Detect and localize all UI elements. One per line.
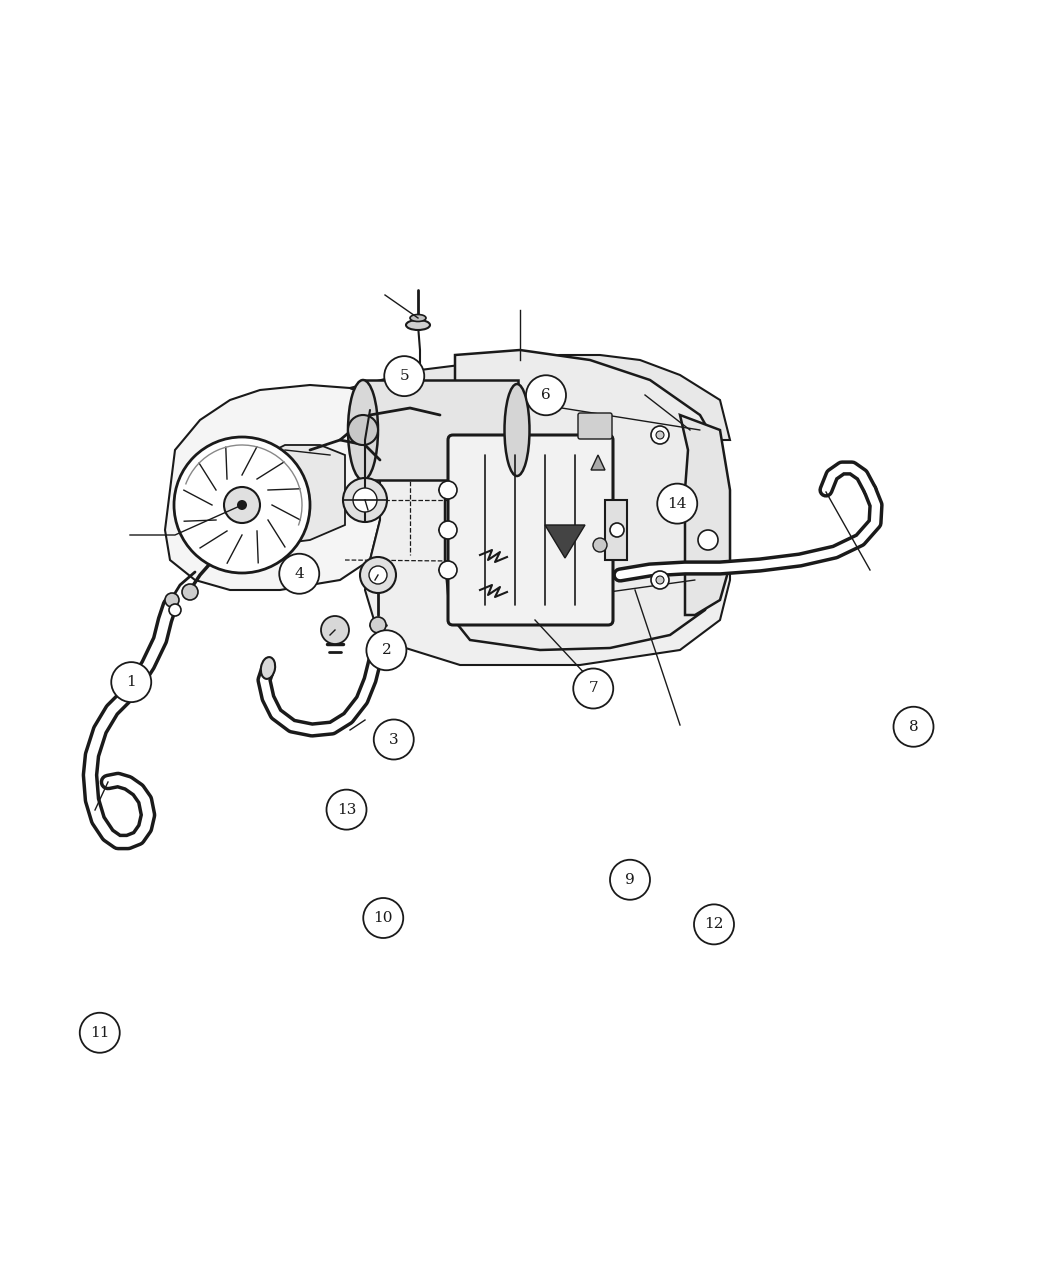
Text: 11: 11 bbox=[90, 1026, 109, 1039]
Circle shape bbox=[343, 478, 387, 521]
Polygon shape bbox=[445, 351, 724, 650]
Circle shape bbox=[169, 604, 181, 616]
Bar bbox=[363, 380, 518, 479]
Circle shape bbox=[651, 426, 669, 444]
Circle shape bbox=[656, 431, 664, 439]
Circle shape bbox=[439, 481, 457, 499]
Circle shape bbox=[894, 706, 933, 747]
Text: 2: 2 bbox=[381, 644, 392, 657]
Circle shape bbox=[526, 375, 566, 416]
Circle shape bbox=[348, 414, 378, 445]
Circle shape bbox=[374, 719, 414, 760]
Text: 3: 3 bbox=[388, 733, 399, 746]
Circle shape bbox=[363, 898, 403, 938]
Circle shape bbox=[656, 576, 664, 584]
Circle shape bbox=[369, 566, 387, 584]
Ellipse shape bbox=[406, 320, 430, 330]
Circle shape bbox=[439, 561, 457, 579]
Text: 10: 10 bbox=[374, 912, 393, 924]
Circle shape bbox=[610, 523, 624, 537]
Ellipse shape bbox=[260, 657, 275, 678]
Circle shape bbox=[610, 859, 650, 900]
Polygon shape bbox=[165, 385, 380, 590]
Circle shape bbox=[165, 593, 178, 607]
Polygon shape bbox=[350, 388, 730, 666]
Circle shape bbox=[366, 630, 406, 671]
Circle shape bbox=[573, 668, 613, 709]
Circle shape bbox=[694, 904, 734, 945]
FancyBboxPatch shape bbox=[578, 413, 612, 439]
Text: 4: 4 bbox=[294, 567, 304, 580]
Circle shape bbox=[224, 487, 260, 523]
Text: 8: 8 bbox=[908, 720, 919, 733]
Text: 1: 1 bbox=[126, 676, 136, 688]
Text: 12: 12 bbox=[705, 918, 723, 931]
Circle shape bbox=[111, 662, 151, 703]
Circle shape bbox=[182, 584, 198, 601]
Circle shape bbox=[506, 411, 514, 419]
Circle shape bbox=[279, 553, 319, 594]
Text: 5: 5 bbox=[399, 370, 410, 382]
Circle shape bbox=[353, 488, 377, 513]
Circle shape bbox=[657, 483, 697, 524]
Circle shape bbox=[327, 789, 366, 830]
Circle shape bbox=[321, 616, 349, 644]
Polygon shape bbox=[591, 455, 605, 470]
Text: 14: 14 bbox=[668, 497, 687, 510]
Circle shape bbox=[506, 586, 514, 594]
Circle shape bbox=[651, 571, 669, 589]
Circle shape bbox=[439, 521, 457, 539]
Text: 7: 7 bbox=[588, 682, 598, 695]
Circle shape bbox=[174, 437, 310, 572]
Text: 9: 9 bbox=[625, 873, 635, 886]
Circle shape bbox=[80, 1012, 120, 1053]
Circle shape bbox=[360, 557, 396, 593]
Circle shape bbox=[237, 500, 247, 510]
Polygon shape bbox=[220, 445, 345, 544]
Circle shape bbox=[593, 538, 607, 552]
Ellipse shape bbox=[504, 384, 529, 476]
Polygon shape bbox=[350, 354, 730, 440]
FancyBboxPatch shape bbox=[448, 435, 613, 625]
Circle shape bbox=[370, 617, 386, 632]
Text: 6: 6 bbox=[541, 389, 551, 402]
Ellipse shape bbox=[410, 315, 426, 321]
Bar bbox=[605, 500, 627, 560]
Circle shape bbox=[501, 581, 519, 599]
Polygon shape bbox=[545, 525, 585, 558]
Circle shape bbox=[698, 530, 718, 550]
Text: 13: 13 bbox=[337, 803, 356, 816]
Circle shape bbox=[384, 356, 424, 397]
Ellipse shape bbox=[348, 380, 378, 479]
Polygon shape bbox=[680, 414, 730, 615]
Circle shape bbox=[501, 405, 519, 425]
